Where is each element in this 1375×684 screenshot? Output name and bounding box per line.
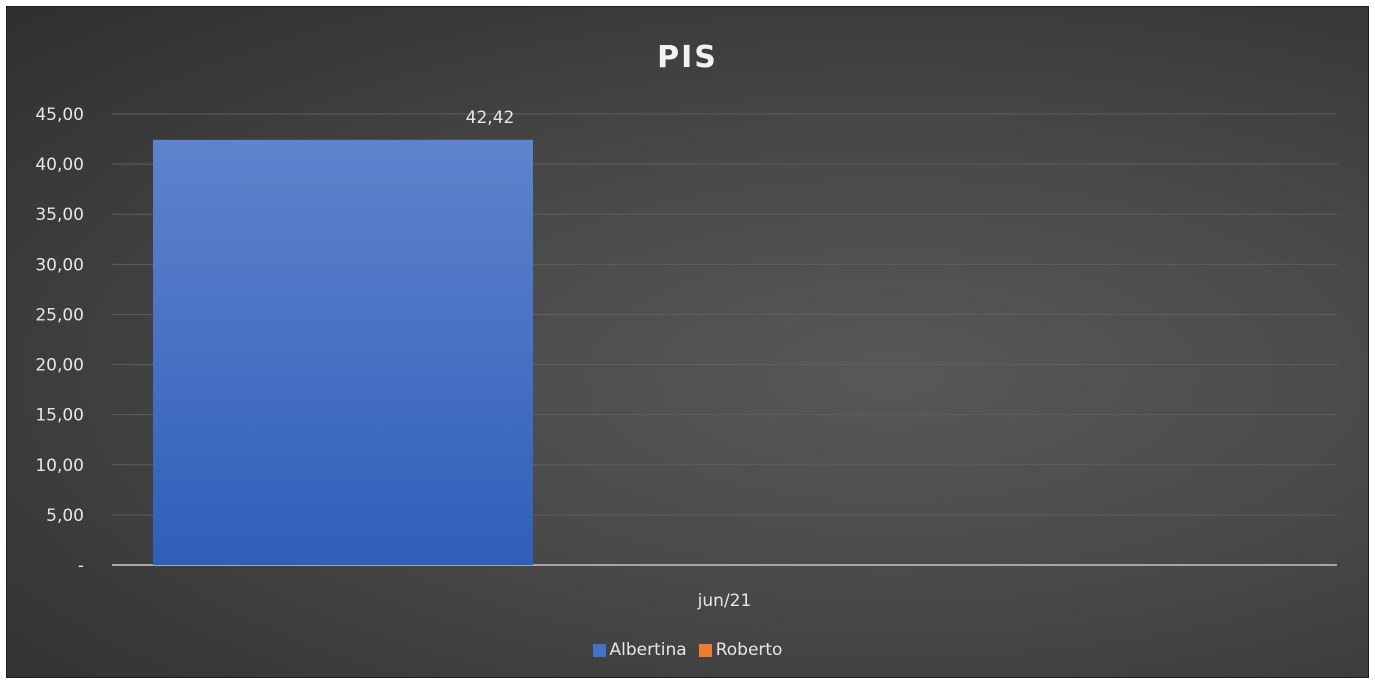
y-tick-label: 20,00 — [35, 356, 84, 376]
legend-item-roberto: Roberto — [698, 640, 783, 660]
y-tick-label: 40,00 — [35, 155, 84, 175]
y-tick-label: 45,00 — [35, 105, 84, 125]
data-label-albertina: 42,42 — [466, 108, 515, 128]
bar-albertina — [153, 139, 533, 565]
legend-label-albertina: Albertina — [609, 640, 687, 660]
y-tick-label: 25,00 — [35, 305, 84, 325]
legend-label-roberto: Roberto — [715, 640, 783, 660]
x-tick-label: jun/21 — [697, 591, 752, 611]
legend-item-albertina: Albertina — [592, 640, 687, 660]
y-tick-label: 35,00 — [35, 205, 84, 225]
y-tick-label: - — [78, 556, 84, 576]
legend: Albertina Roberto — [0, 640, 1375, 660]
legend-swatch-albertina — [592, 643, 606, 657]
chart-title: PIS — [657, 40, 718, 75]
legend-swatch-roberto — [698, 643, 712, 657]
y-tick-label: 5,00 — [46, 506, 84, 526]
y-tick-label: 10,00 — [35, 456, 84, 476]
y-tick-label: 30,00 — [35, 255, 84, 275]
y-tick-label: 15,00 — [35, 406, 84, 426]
